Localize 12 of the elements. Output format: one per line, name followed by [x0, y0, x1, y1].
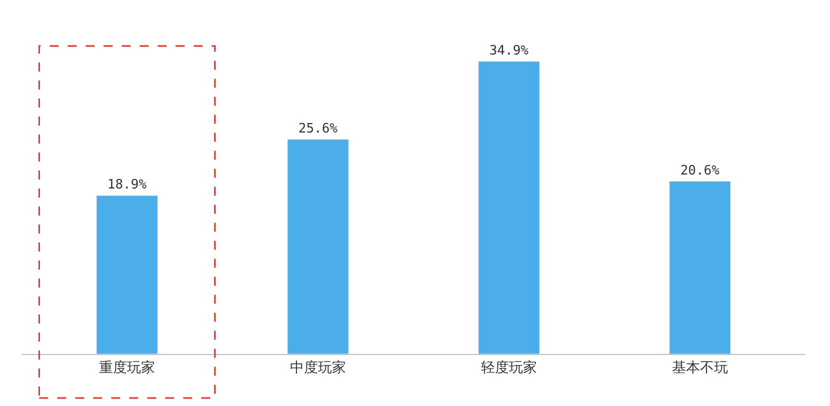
- data-label: 25.6%: [298, 121, 338, 136]
- bar: [669, 181, 731, 354]
- x-tick-label: 基本不玩: [672, 360, 728, 376]
- bar: [287, 139, 349, 354]
- x-tick-label: 中度玩家: [290, 360, 346, 376]
- data-label: 18.9%: [107, 178, 147, 193]
- bar: [478, 61, 540, 354]
- data-label: 20.6%: [680, 163, 720, 178]
- x-tick-label: 重度玩家: [99, 360, 156, 376]
- bar: [96, 195, 158, 354]
- x-tick-label: 轻度玩家: [480, 360, 537, 376]
- data-label: 34.9%: [489, 43, 529, 58]
